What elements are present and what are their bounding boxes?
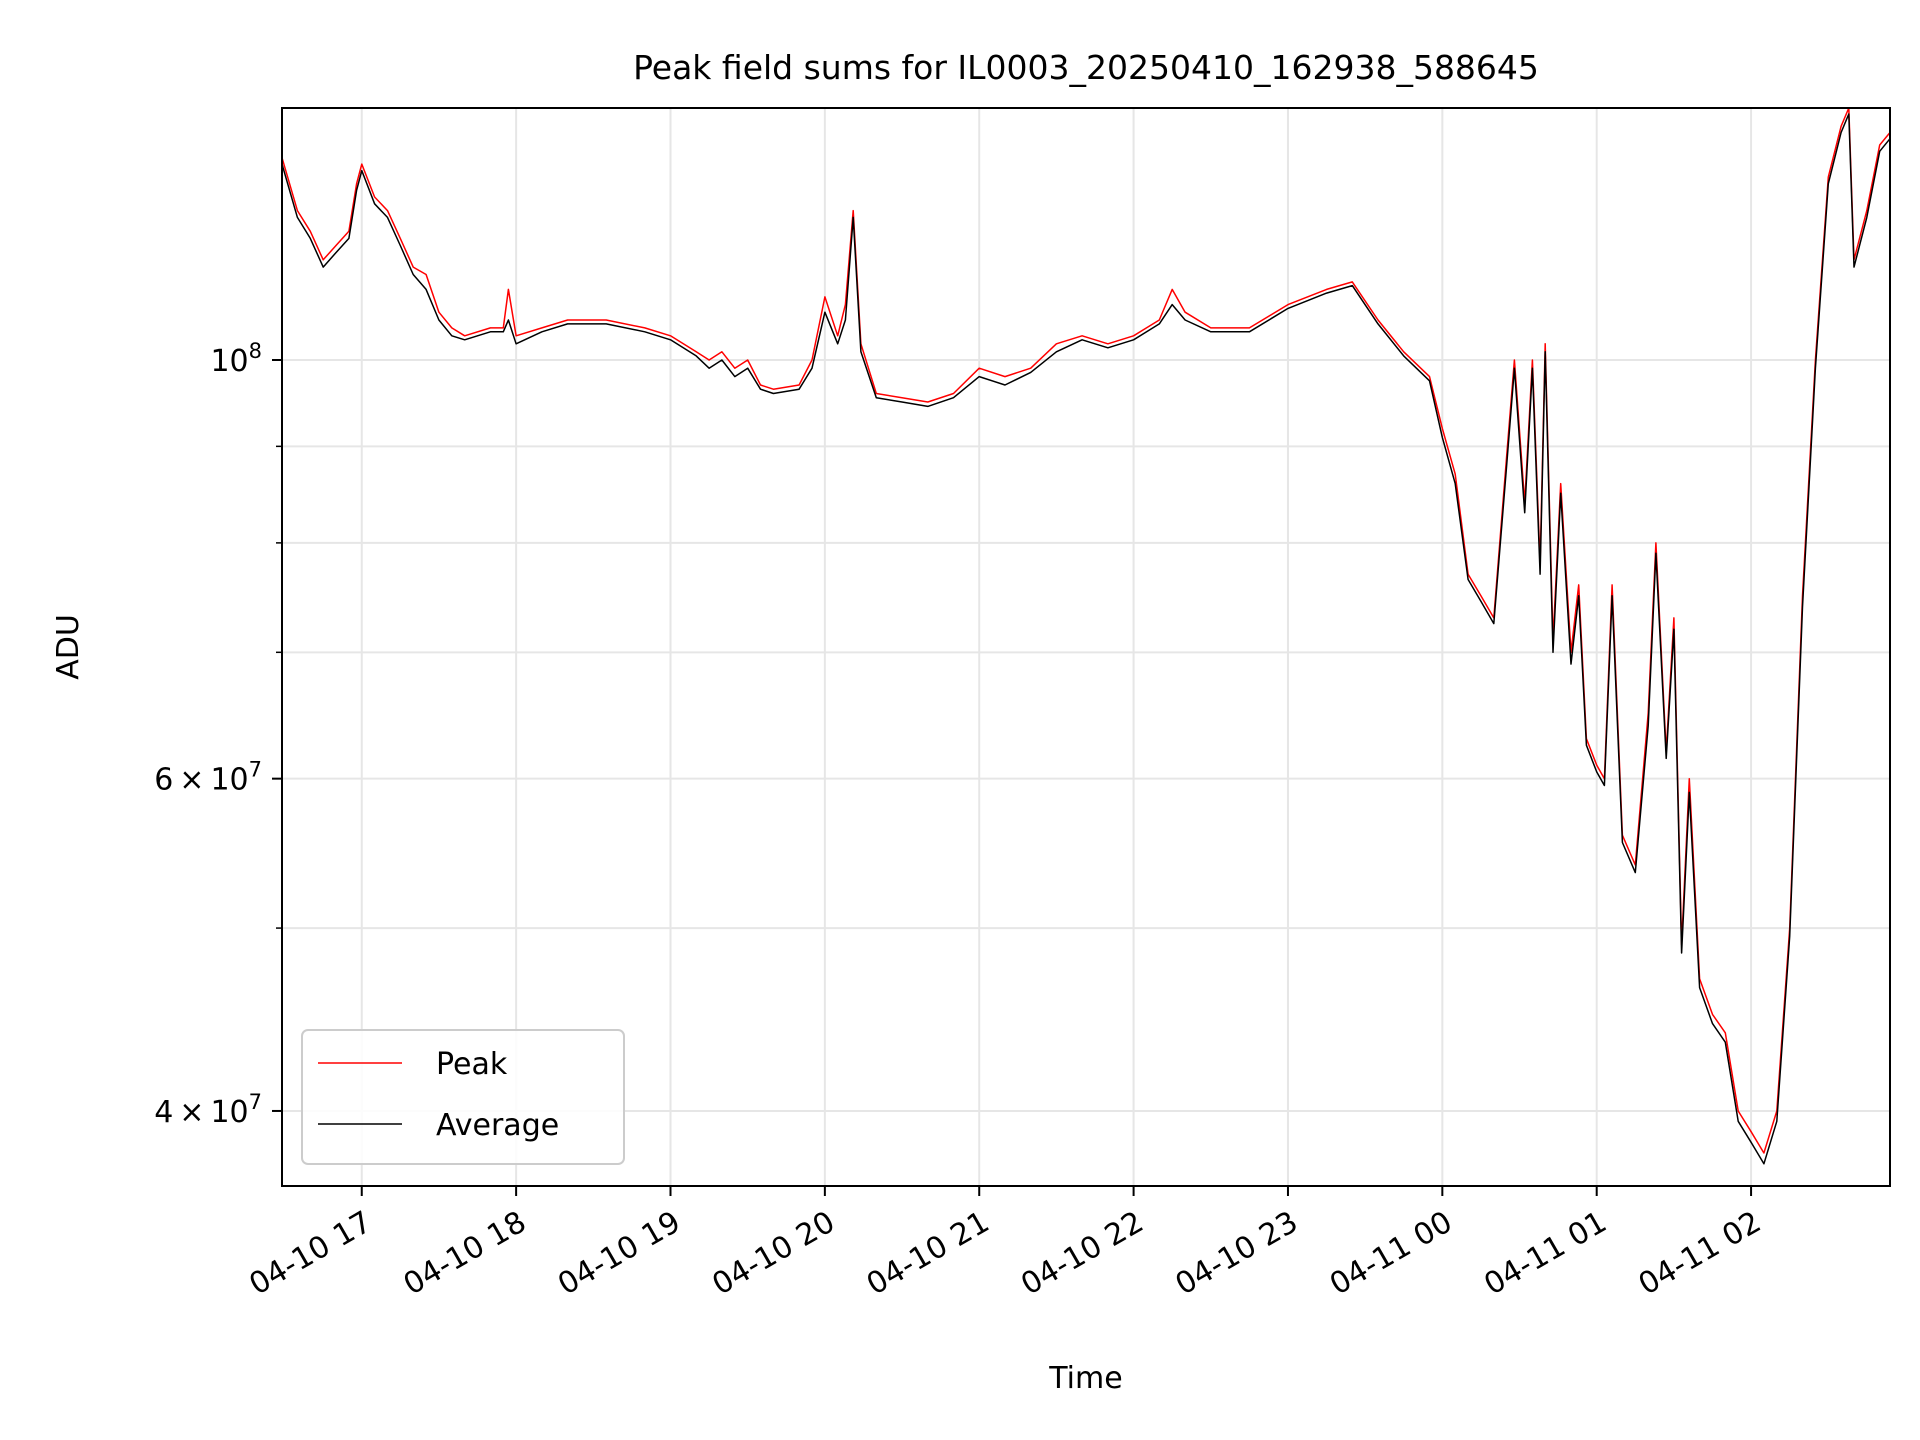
series-line-average	[281, 113, 1891, 1165]
legend: Peak Average	[301, 1029, 625, 1165]
y-tick-label: 108	[210, 339, 262, 379]
plot-area-frame	[281, 107, 1891, 1187]
y-tick-label: 6 × 107	[154, 758, 262, 798]
legend-label-average: Average	[436, 1108, 559, 1143]
grid	[282, 108, 1890, 1186]
chart-title: Peak field sums for IL0003_20250410_1629…	[633, 48, 1539, 87]
y-axis: 108 6 × 107 4 × 107	[154, 339, 282, 1130]
x-axis-label: Time	[1048, 1361, 1122, 1396]
y-tick-label: 4 × 107	[154, 1090, 262, 1130]
y-axis-label: ADU	[51, 614, 86, 680]
legend-label-peak: Peak	[436, 1047, 508, 1082]
series-layer	[281, 107, 1891, 1165]
